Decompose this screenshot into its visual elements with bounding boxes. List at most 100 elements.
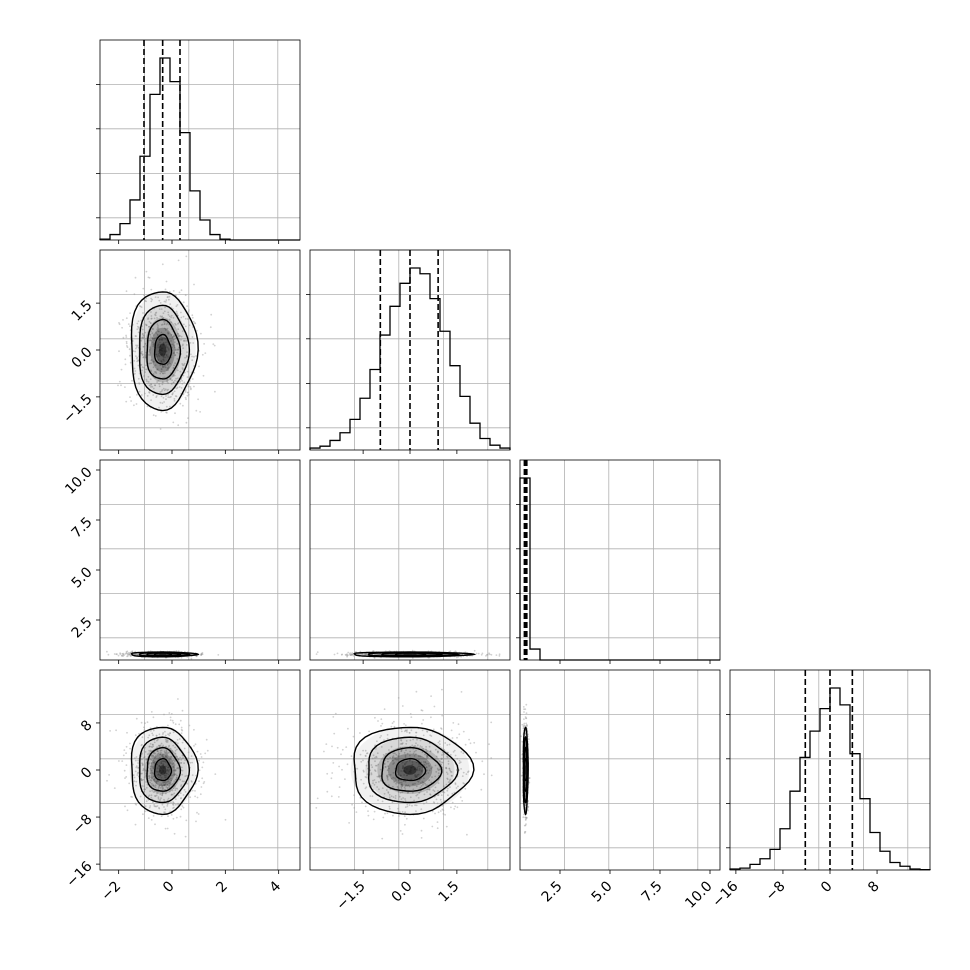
sample-point	[152, 778, 155, 781]
sample-point	[397, 754, 400, 757]
sample-point	[159, 653, 162, 656]
sample-point	[146, 721, 149, 724]
sample-point	[157, 753, 160, 755]
sample-point	[129, 742, 131, 745]
sample-point	[436, 821, 439, 823]
sample-point	[129, 361, 132, 364]
sample-point	[133, 367, 136, 370]
sample-point	[135, 780, 138, 783]
sample-point	[160, 353, 163, 356]
sample-point	[129, 747, 132, 750]
sample-point	[152, 761, 155, 764]
sample-point	[141, 332, 144, 335]
sample-point	[384, 766, 387, 768]
sample-point	[413, 755, 416, 757]
sample-point	[431, 825, 434, 828]
sample-point	[142, 769, 145, 772]
sample-point	[452, 722, 455, 724]
sample-point	[392, 755, 395, 757]
sample-point	[163, 323, 166, 325]
sample-point	[395, 782, 397, 785]
sample-point	[401, 705, 404, 707]
sample-point	[316, 651, 319, 653]
sample-point	[133, 360, 136, 362]
sample-point	[389, 756, 392, 759]
sample-point	[161, 755, 164, 758]
sample-point	[140, 772, 143, 775]
sample-point	[414, 775, 416, 777]
sample-point	[160, 360, 163, 363]
sample-point	[362, 653, 365, 655]
sample-point	[133, 293, 136, 296]
sample-point	[404, 785, 407, 787]
sample-point	[145, 758, 148, 761]
sample-point	[168, 745, 170, 748]
sample-point	[160, 371, 163, 373]
sample-point	[133, 780, 136, 783]
sample-point	[393, 653, 395, 656]
sample-point	[167, 347, 170, 350]
sample-point	[179, 335, 181, 337]
sample-point	[193, 385, 195, 388]
sample-point	[430, 767, 433, 770]
sample-point	[198, 780, 200, 783]
sample-point	[176, 739, 179, 741]
sample-point	[524, 774, 527, 777]
sample-point	[174, 349, 177, 352]
sample-point	[160, 653, 163, 656]
sample-point	[157, 327, 160, 330]
sample-point	[446, 773, 449, 775]
sample-point	[424, 753, 426, 756]
sample-point	[165, 398, 167, 401]
sample-point	[524, 763, 527, 766]
sample-point	[172, 801, 175, 803]
sample-point	[400, 781, 403, 784]
sample-point	[183, 362, 186, 365]
sample-point	[189, 353, 192, 356]
sample-point	[160, 315, 163, 318]
sample-point	[124, 386, 126, 388]
sample-point	[447, 787, 449, 790]
sample-point	[372, 779, 374, 782]
sample-point	[325, 743, 328, 745]
sample-point	[397, 787, 400, 789]
sample-point	[184, 759, 187, 762]
sample-point	[135, 355, 137, 357]
sample-point	[403, 763, 406, 765]
sample-point	[438, 769, 440, 771]
sample-point	[127, 654, 129, 657]
sample-point	[188, 324, 191, 327]
sample-point	[150, 300, 153, 303]
sample-point	[169, 405, 171, 408]
sample-point	[524, 771, 527, 774]
sample-point	[448, 743, 451, 746]
sample-point	[524, 772, 527, 775]
sample-point	[181, 773, 184, 776]
sample-point	[161, 381, 164, 383]
sample-point	[464, 743, 467, 746]
sample-point	[165, 776, 167, 779]
sample-point	[336, 746, 339, 749]
sample-point	[142, 778, 145, 781]
sample-point	[166, 769, 169, 772]
sample-point	[184, 325, 187, 328]
sample-point	[151, 754, 154, 757]
sample-point	[357, 653, 360, 655]
sample-point	[134, 653, 137, 656]
x-tick-label: 5.0	[589, 878, 616, 905]
sample-point	[460, 751, 463, 753]
sample-point	[524, 806, 527, 809]
sample-point	[446, 751, 449, 754]
sample-point	[185, 355, 188, 357]
density-level	[159, 653, 167, 656]
sample-point	[154, 314, 157, 317]
sample-point	[150, 383, 153, 385]
sample-point	[173, 352, 176, 354]
sample-point	[141, 762, 144, 765]
sample-point	[175, 755, 178, 758]
sample-point	[475, 751, 477, 754]
sample-point	[420, 770, 423, 773]
sample-point	[163, 756, 166, 759]
sample-point	[448, 780, 451, 782]
sample-point	[209, 326, 212, 329]
